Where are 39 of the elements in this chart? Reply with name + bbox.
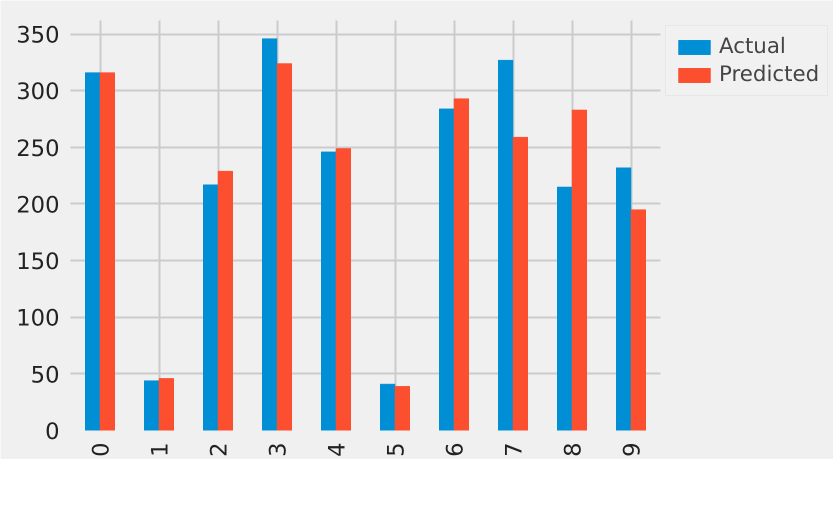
bar — [100, 72, 115, 430]
x-tick-label: 8 — [560, 442, 586, 457]
bar — [454, 98, 469, 430]
y-tick-label: 350 — [16, 22, 60, 49]
bar — [557, 186, 572, 430]
bar — [512, 136, 528, 430]
x-tick-label: 1 — [148, 442, 174, 457]
bar — [630, 209, 646, 430]
y-tick-label: 150 — [16, 249, 60, 276]
bar — [218, 170, 233, 430]
y-tick-label: 50 — [30, 362, 60, 388]
bar — [158, 378, 174, 430]
y-tick-label: 300 — [16, 79, 60, 106]
x-tick-label: 6 — [442, 442, 468, 457]
legend-label: Actual — [719, 34, 786, 59]
bar — [616, 167, 632, 430]
x-tick-label: 2 — [206, 442, 232, 457]
bar — [572, 110, 587, 430]
bar — [276, 63, 292, 430]
bar — [394, 386, 410, 430]
x-tick-label: 0 — [88, 442, 114, 457]
bar — [439, 108, 454, 430]
bar — [321, 152, 336, 430]
x-tick-label: 3 — [266, 442, 292, 457]
bar — [336, 148, 351, 430]
bar — [85, 72, 100, 430]
bar — [380, 384, 396, 430]
x-tick-label: 9 — [620, 442, 646, 457]
bar — [203, 184, 218, 430]
legend-label: Predicted — [719, 62, 820, 87]
bar — [498, 60, 514, 430]
x-tick-label: 7 — [502, 442, 528, 457]
x-tick-label: 4 — [324, 442, 350, 457]
y-tick-label: 250 — [16, 136, 60, 162]
y-tick-label: 100 — [16, 306, 60, 332]
x-tick-label: 5 — [384, 442, 410, 457]
bar — [262, 38, 278, 430]
bar — [144, 380, 160, 430]
y-tick-label: 200 — [16, 192, 60, 218]
